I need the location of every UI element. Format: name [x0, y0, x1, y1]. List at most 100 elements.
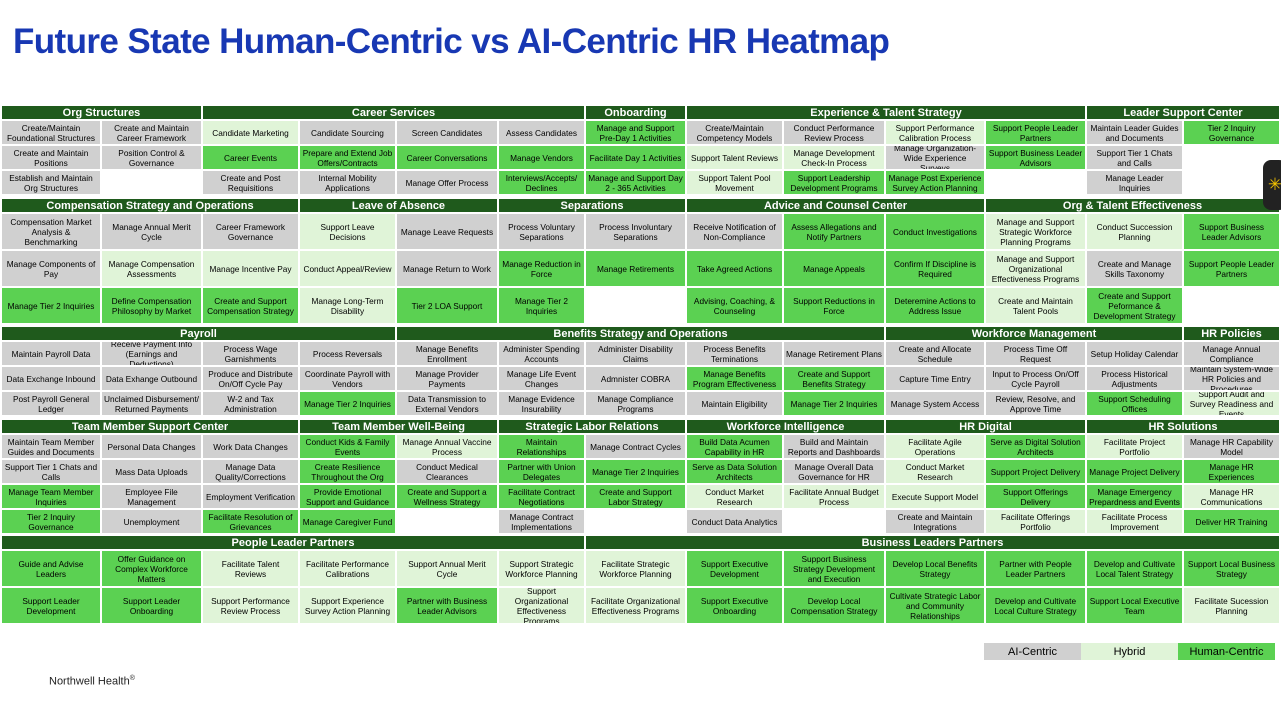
section-header: Leader Support Center: [1086, 105, 1280, 120]
heatmap-cell: Support Audit and Survey Readiness and E…: [1183, 391, 1280, 416]
section-header: Org Structures: [1, 105, 202, 120]
heatmap-cell: Facilitate Organizational Effectiveness …: [585, 587, 686, 624]
heatmap-cell: Receive Payment Info (Earnings and Deduc…: [101, 341, 202, 366]
heatmap-cell: Manage and Support Pre-Day 1 Activities: [585, 120, 686, 145]
heatmap-cell: Support Leadership Development Programs: [783, 170, 885, 195]
heatmap-cell: Manage Tier 2 Inquiries: [783, 391, 885, 416]
heatmap-grid: Org Structures Career Services Onboarding E…: [1, 105, 1280, 625]
heatmap-cell: Manage and Support Day 2 - 365 Activitie…: [585, 170, 686, 195]
heatmap-cell: Support Leave Decisions: [299, 213, 396, 250]
section-header: Workforce Intelligence: [686, 419, 885, 434]
heatmap-cell: Manage HR Communications: [1183, 484, 1280, 509]
heatmap-cell: Manage Provider Payments: [396, 366, 498, 391]
heatmap-cell: Administer Spending Accounts: [498, 341, 585, 366]
heatmap-cell: Conduct Kids & Family Events: [299, 434, 396, 459]
heatmap-cell: Input to Process On/Off Cycle Payroll: [985, 366, 1086, 391]
heatmap-cell: Personal Data Changes: [101, 434, 202, 459]
heatmap-cell: Interviews/Accepts/ Declines: [498, 170, 585, 195]
heatmap-cell: Manage HR Capability Model: [1183, 434, 1280, 459]
heatmap-cell: Manage Annual Compliance: [1183, 341, 1280, 366]
heatmap-cell: Serve as Digital Solution Architects: [985, 434, 1086, 459]
section-header: Advice and Counsel Center: [686, 198, 985, 213]
legend-ai-centric: AI-Centric: [984, 643, 1081, 660]
heatmap-cell: Conduct Market Research: [885, 459, 985, 484]
heatmap-cell: Manage Tier 2 Inquiries: [1, 287, 101, 324]
section-header: Experience & Talent Strategy: [686, 105, 1086, 120]
heatmap-cell: Internal Mobility Applications: [299, 170, 396, 195]
sparkle-icon: ✳: [1267, 175, 1281, 194]
heatmap-cell: Tier 2 Inquiry Governance: [1, 509, 101, 534]
heatmap-cell: Create and Support Labor Strategy: [585, 484, 686, 509]
heatmap-cell: Facilitate Offerings Portfolio: [985, 509, 1086, 534]
heatmap-cell: Facilitate Resolution of Grievances: [202, 509, 299, 534]
heatmap-cell: Advising, Coaching, & Counseling: [686, 287, 783, 324]
heatmap-cell: Manage Compensation Assessments: [101, 250, 202, 287]
empty-cell: [101, 170, 202, 195]
heatmap-cell: Create and Maintain Integrations: [885, 509, 985, 534]
side-panel-tab[interactable]: ✳: [1263, 160, 1281, 210]
heatmap-cell: Produce and Distribute On/Off Cycle Pay: [202, 366, 299, 391]
heatmap-cell: Create Resilience Throughout the Org: [299, 459, 396, 484]
empty-cell: [585, 509, 686, 534]
heatmap-cell: Manage Benefits Enrollment: [396, 341, 498, 366]
heatmap-cell: Define Compensation Philosophy by Market: [101, 287, 202, 324]
heatmap-cell: Manage Team Member Inquiries: [1, 484, 101, 509]
heatmap-cell: Support Leader Onboarding: [101, 587, 202, 624]
heatmap-cell: Facilitate Project Portfolio: [1086, 434, 1183, 459]
heatmap-cell: Manage Data Quality/Corrections: [202, 459, 299, 484]
heatmap-cell: Conduct Appeal/Review: [299, 250, 396, 287]
heatmap-cell: Process Voluntary Separations: [498, 213, 585, 250]
heatmap-cell: Conduct Investigations: [885, 213, 985, 250]
heatmap-cell: Manage Contract Cycles: [585, 434, 686, 459]
heatmap-cell: Execute Support Model: [885, 484, 985, 509]
heatmap-cell: Create and Post Requisitions: [202, 170, 299, 195]
heatmap-cell: Manage Emergency Prepardness and Events: [1086, 484, 1183, 509]
heatmap-cell: Maintain Leader Guides and Documents: [1086, 120, 1183, 145]
heatmap-cell: Support Experience Survey Action Plannin…: [299, 587, 396, 624]
section-header: HR Policies: [1183, 326, 1280, 341]
heatmap-cell: Develop Local Compensation Strategy: [783, 587, 885, 624]
heatmap-cell: Facilitate Strategic Workforce Planning: [585, 550, 686, 587]
heatmap-cell: Process Involuntary Separations: [585, 213, 686, 250]
heatmap-cell: Manage Offer Process: [396, 170, 498, 195]
heatmap-cell: Conduct Performance Review Process: [783, 120, 885, 145]
heatmap-cell: Manage System Access: [885, 391, 985, 416]
heatmap-cell: Career Conversations: [396, 145, 498, 170]
heatmap-cell: Facilitate Contract Negotiations: [498, 484, 585, 509]
heatmap-cell: Support Performance Review Process: [202, 587, 299, 624]
heatmap-cell: Support Offerings Delivery: [985, 484, 1086, 509]
heatmap-cell: Capture Time Entry: [885, 366, 985, 391]
heatmap-cell: Manage Leave Requests: [396, 213, 498, 250]
section-header: Team Member Support Center: [1, 419, 299, 434]
page-title: Future State Human-Centric vs AI-Centric…: [13, 22, 890, 61]
heatmap-cell: Facilitate Performance Calibrations: [299, 550, 396, 587]
heatmap-cell: Maintain Relationships: [498, 434, 585, 459]
heatmap-cell: Manage and Support Organizational Effect…: [985, 250, 1086, 287]
heatmap-cell: Manage Long-Term Disability: [299, 287, 396, 324]
heatmap-cell: Position Control & Governance: [101, 145, 202, 170]
heatmap-cell: Create and Support a Wellness Strategy: [396, 484, 498, 509]
heatmap-cell: Create/Maintain Foundational Structures: [1, 120, 101, 145]
heatmap-cell: Partner with People Leader Partners: [985, 550, 1086, 587]
heatmap-cell: Manage HR Experiences: [1183, 459, 1280, 484]
heatmap-cell: Work Data Changes: [202, 434, 299, 459]
heatmap-cell: Process Wage Garnishments: [202, 341, 299, 366]
heatmap-cell: Partner with Business Leader Advisors: [396, 587, 498, 624]
heatmap-cell: Establish and Maintain Org Structures: [1, 170, 101, 195]
heatmap-cell: Support Talent Reviews: [686, 145, 783, 170]
heatmap-cell: Manage Return to Work: [396, 250, 498, 287]
heatmap-cell: Support Performance Calibration Process: [885, 120, 985, 145]
heatmap-cell: Manage Benefits Program Effectiveness: [686, 366, 783, 391]
heatmap-cell: Manage Life Event Changes: [498, 366, 585, 391]
heatmap-cell: Support Organizational Effectiveness Pro…: [498, 587, 585, 624]
heatmap-cell: Tier 2 Inquiry Governance: [1183, 120, 1280, 145]
heatmap-cell: Support Scheduling Offices: [1086, 391, 1183, 416]
heatmap-cell: Facilitate Agile Operations: [885, 434, 985, 459]
heatmap-cell: Support Tier 1 Chats and Calls: [1086, 145, 1183, 170]
heatmap-cell: Support Executive Onboarding: [686, 587, 783, 624]
empty-cell: [585, 287, 686, 324]
heatmap-cell: Create and Maintain Talent Pools: [985, 287, 1086, 324]
heatmap-cell: Career Framework Governance: [202, 213, 299, 250]
heatmap-cell: Support Business Leader Advisors: [985, 145, 1086, 170]
heatmap-cell: Support Local Business Strategy: [1183, 550, 1280, 587]
